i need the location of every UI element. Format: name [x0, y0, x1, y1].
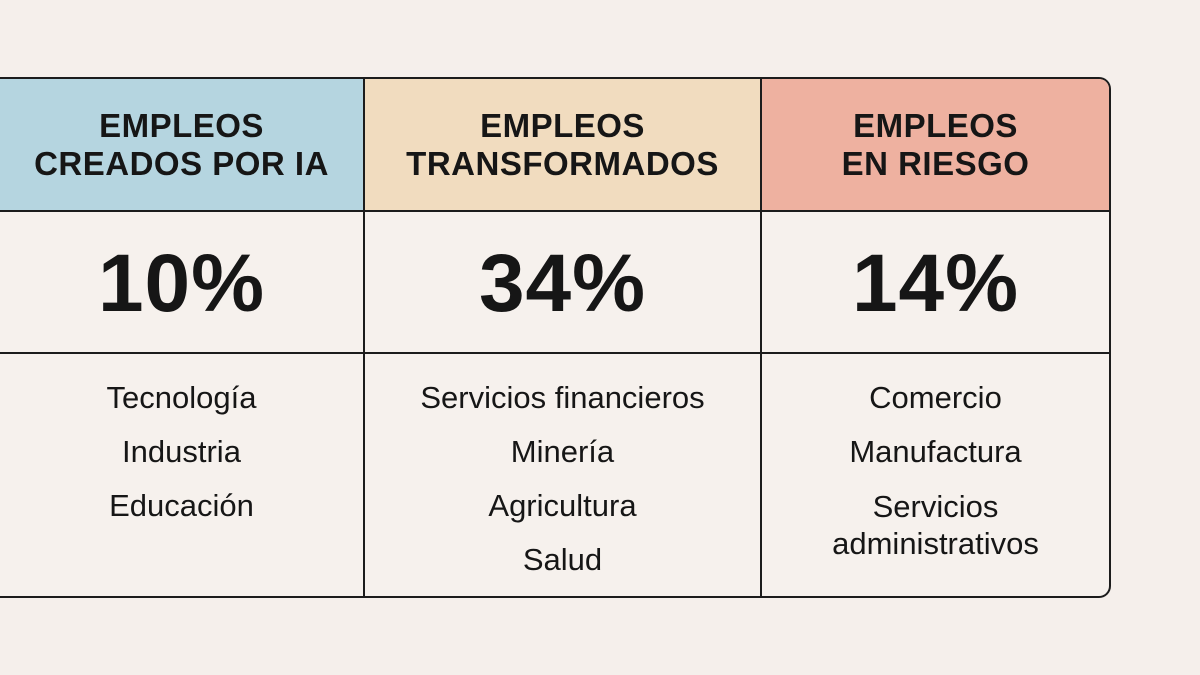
- sectors-transformed: Servicios financieros Minería Agricultur…: [365, 354, 762, 596]
- percentage-created-by-ai: 10%: [0, 212, 365, 354]
- header-line: EN RIESGO: [841, 144, 1030, 182]
- list-item: Servicios financieros: [420, 380, 705, 415]
- list-item: Manufactura: [849, 434, 1022, 469]
- list-item-line: Servicios: [872, 489, 999, 524]
- header-line: CREADOS POR IA: [34, 144, 329, 182]
- header-at-risk: EMPLEOS EN RIESGO: [762, 79, 1109, 212]
- list-item: Industria: [122, 434, 241, 469]
- header-line: EMPLEOS: [480, 106, 645, 144]
- list-item: Minería: [510, 434, 615, 469]
- list-item: Tecnología: [106, 380, 257, 415]
- header-transformed: EMPLEOS TRANSFORMADOS: [365, 79, 762, 212]
- header-line: EMPLEOS: [853, 106, 1018, 144]
- jobs-comparison-table: EMPLEOS CREADOS POR IA EMPLEOS TRANSFORM…: [0, 77, 1111, 598]
- header-line: TRANSFORMADOS: [406, 144, 719, 182]
- percentage-at-risk: 14%: [762, 212, 1109, 354]
- list-item: Comercio: [869, 380, 1002, 415]
- list-item-line: administrativos: [832, 526, 1039, 561]
- sector-list: Comercio Manufactura Servicios administr…: [832, 380, 1039, 580]
- list-item: Salud: [522, 542, 603, 577]
- header-created-by-ai: EMPLEOS CREADOS POR IA: [0, 79, 365, 212]
- list-item: Educación: [109, 488, 254, 523]
- sectors-at-risk: Comercio Manufactura Servicios administr…: [762, 354, 1109, 596]
- list-item: Agricultura: [488, 488, 637, 523]
- sector-list: Tecnología Industria Educación: [107, 380, 257, 542]
- sectors-created-by-ai: Tecnología Industria Educación: [0, 354, 365, 596]
- sector-list: Servicios financieros Minería Agricultur…: [420, 380, 704, 596]
- list-item: Servicios administrativos: [832, 488, 1039, 562]
- header-line: EMPLEOS: [99, 106, 264, 144]
- percentage-transformed: 34%: [365, 212, 762, 354]
